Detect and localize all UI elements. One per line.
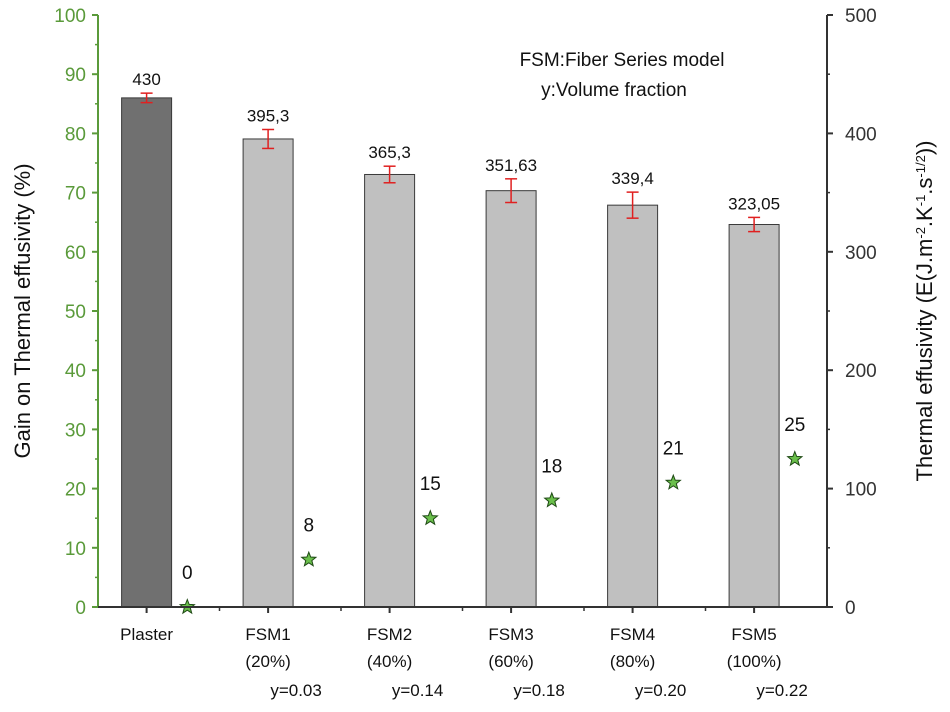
category-percent: (60%) — [488, 652, 533, 671]
gain-value-label: 21 — [663, 439, 684, 460]
category-label: FSM3 — [488, 625, 533, 644]
left-tick-label: 80 — [65, 124, 86, 145]
left-tick-label: 60 — [65, 243, 86, 264]
gain-value-label: 0 — [182, 563, 193, 584]
left-axis-title: Gain on Thermal effusivity (%) — [10, 163, 35, 458]
gain-value-label: 18 — [541, 456, 562, 477]
category-percent: (40%) — [367, 652, 412, 671]
category-label: Plaster — [120, 625, 173, 644]
left-tick-label: 0 — [75, 598, 86, 619]
effusivity-bar-plaster — [121, 97, 173, 608]
right-tick-label: 300 — [845, 243, 877, 264]
effusivity-value-label: 339,4 — [611, 169, 654, 188]
left-tick-label: 50 — [65, 302, 86, 323]
error-bars — [140, 92, 761, 233]
left-tick-label: 30 — [65, 420, 86, 441]
right-axis-title: Thermal effusivity (E(J.m-2.K-1.s-1/2)) — [912, 141, 937, 482]
effusivity-bar-fsm2 — [364, 173, 416, 608]
left-tick-label: 100 — [54, 6, 86, 27]
category-percent: (100%) — [727, 652, 782, 671]
annotation-fraction: y:Volume fraction — [541, 80, 687, 101]
left-tick-label: 90 — [65, 65, 86, 86]
gain-star-marker — [543, 491, 561, 508]
right-tick-label: 400 — [845, 124, 877, 145]
category-fraction: y=0.03 — [270, 681, 322, 700]
category-label: FSM5 — [731, 625, 776, 644]
left-tick-label: 40 — [65, 361, 86, 382]
left-tick-label: 70 — [65, 184, 86, 205]
right-tick-label: 200 — [845, 361, 877, 382]
category-label: FSM4 — [610, 625, 655, 644]
gain-star-marker — [786, 450, 804, 467]
effusivity-value-label: 365,3 — [368, 143, 411, 162]
left-tick-label: 10 — [65, 539, 86, 560]
effusivity-bars — [121, 97, 780, 608]
right-tick-label: 500 — [845, 6, 877, 27]
effusivity-value-label: 323,05 — [728, 194, 780, 213]
category-fraction: y=0.22 — [756, 681, 808, 700]
effusivity-bar-fsm4 — [607, 204, 659, 608]
effusivity-value-label: 395,3 — [247, 106, 290, 125]
gain-value-label: 25 — [784, 415, 805, 436]
gain-star-marker — [664, 473, 682, 490]
gain-value-label: 8 — [304, 516, 315, 537]
category-fraction: y=0.14 — [392, 681, 444, 700]
gain-value-label: 15 — [420, 474, 441, 495]
right-tick-label: 100 — [845, 480, 877, 501]
left-tick-label: 20 — [65, 480, 86, 501]
gain-star-marker — [300, 550, 318, 567]
effusivity-bar-fsm5 — [728, 224, 780, 608]
effusivity-value-label: 351,63 — [485, 156, 537, 175]
annotation-model: FSM:Fiber Series model — [520, 50, 725, 71]
category-label: FSM2 — [367, 625, 412, 644]
gain-star-marker — [421, 509, 439, 526]
category-fraction: y=0.18 — [513, 681, 565, 700]
category-percent: (80%) — [610, 652, 655, 671]
right-tick-label: 0 — [845, 598, 856, 619]
effusivity-value-label: 430 — [132, 70, 160, 89]
category-fraction: y=0.20 — [635, 681, 687, 700]
effusivity-bar-fsm1 — [242, 138, 294, 608]
effusivity-bar-fsm3 — [485, 190, 537, 608]
category-label: FSM1 — [245, 625, 290, 644]
category-percent: (20%) — [245, 652, 290, 671]
